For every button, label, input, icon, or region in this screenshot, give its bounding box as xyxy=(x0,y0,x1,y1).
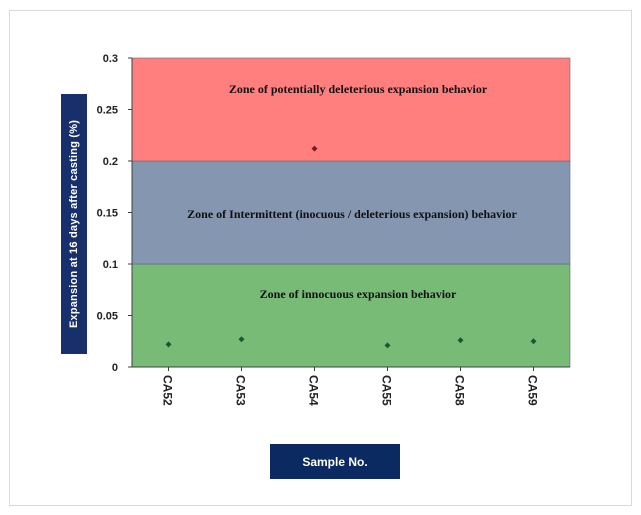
x-tick-label-ca54: CA54 xyxy=(307,375,321,406)
x-axis-label: Sample No. xyxy=(302,454,368,469)
y-axis-label: Expansion at 16 days after casting (%) xyxy=(68,119,80,329)
y-tick-label: 0.1 xyxy=(103,259,118,271)
x-tick-label-ca58: CA58 xyxy=(453,375,467,406)
data-point-ca58 xyxy=(457,337,464,344)
y-tick-label: 0.05 xyxy=(97,311,118,323)
x-tick-label-ca55: CA55 xyxy=(380,375,394,406)
y-tick-label: 0.25 xyxy=(97,105,118,117)
zone-label-1: Zone of Intermittent (inocuous / deleter… xyxy=(187,207,517,221)
y-tick-label: 0.2 xyxy=(103,156,118,168)
zone-band-2 xyxy=(131,57,571,162)
zone-band-0 xyxy=(131,263,571,368)
y-tick-label: 0.3 xyxy=(103,53,118,65)
data-point-ca54 xyxy=(311,145,318,152)
zone-band-1 xyxy=(131,160,571,265)
data-point-ca55 xyxy=(384,342,391,349)
x-tick-label-ca53: CA53 xyxy=(234,375,248,406)
x-axis-label-box: Sample No. xyxy=(270,444,400,479)
zone-label-0: Zone of innocuous expansion behavior xyxy=(260,287,457,301)
zone-label-2: Zone of potentially deleterious expansio… xyxy=(229,82,488,96)
data-point-ca52 xyxy=(165,341,172,348)
data-point-ca53 xyxy=(238,336,245,343)
x-tick-label-ca59: CA59 xyxy=(526,375,540,406)
data-point-ca59 xyxy=(530,338,537,345)
y-tick-label: 0.15 xyxy=(97,208,118,220)
x-tick-label-ca52: CA52 xyxy=(161,375,175,406)
y-tick-label: 0 xyxy=(112,362,118,374)
y-axis-label-box xyxy=(61,94,87,354)
